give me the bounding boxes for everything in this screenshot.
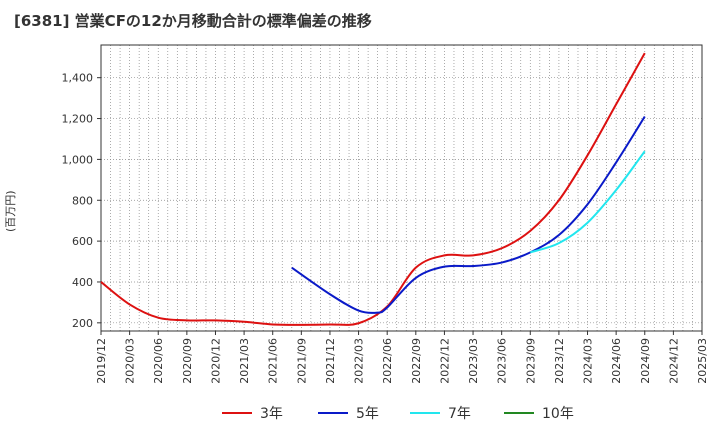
x-tick-label: 2024/09	[639, 338, 652, 384]
x-tick-label: 2019/12	[95, 338, 108, 384]
y-tick-label: 1,200	[62, 113, 94, 126]
x-tick-label: 2024/12	[667, 338, 680, 384]
y-tick-label: 1,000	[62, 153, 94, 166]
plot-area	[101, 45, 702, 331]
x-tick-label: 2024/03	[582, 338, 595, 384]
x-tick-label: 2020/12	[209, 338, 222, 384]
legend-label-1: 5年	[356, 406, 379, 422]
y-tick-label: 400	[72, 276, 93, 289]
series-line-1	[291, 115, 646, 314]
x-tick-label: 2023/12	[553, 338, 566, 384]
x-tick-label: 2021/09	[295, 338, 308, 384]
x-tick-label: 2022/03	[353, 338, 366, 384]
y-tick-label: 800	[72, 194, 93, 207]
x-tick-label: 2023/06	[496, 338, 509, 384]
y-tick-label: 1,400	[62, 72, 94, 85]
x-tick-label: 2020/03	[124, 338, 137, 384]
series-line-2	[529, 150, 646, 254]
legend-label-3: 10年	[542, 406, 574, 422]
x-tick-label: 2022/12	[438, 338, 451, 384]
x-tick-label: 2021/03	[238, 338, 251, 384]
x-tick-label: 2023/03	[467, 338, 480, 384]
y-tick-label: 200	[72, 317, 93, 330]
x-tick-label: 2020/06	[152, 338, 165, 384]
chart-title: [6381] 営業CFの12か月移動合計の標準偏差の推移	[14, 12, 372, 30]
x-tick-label: 2023/09	[524, 338, 537, 384]
legend-label-2: 7年	[448, 406, 471, 422]
x-tick-label: 2020/09	[181, 338, 194, 384]
x-tick-label: 2021/06	[267, 338, 280, 384]
series-line-0	[100, 52, 646, 326]
x-tick-label: 2025/03	[696, 338, 709, 384]
y-tick-label: 600	[72, 235, 93, 248]
plot-frame	[100, 44, 703, 332]
legend-label-0: 3年	[260, 406, 283, 422]
x-tick-label: 2024/06	[610, 338, 623, 384]
x-tick-label: 2021/12	[324, 338, 337, 384]
x-tick-label: 2022/09	[410, 338, 423, 384]
x-tick-label: 2022/06	[381, 338, 394, 384]
